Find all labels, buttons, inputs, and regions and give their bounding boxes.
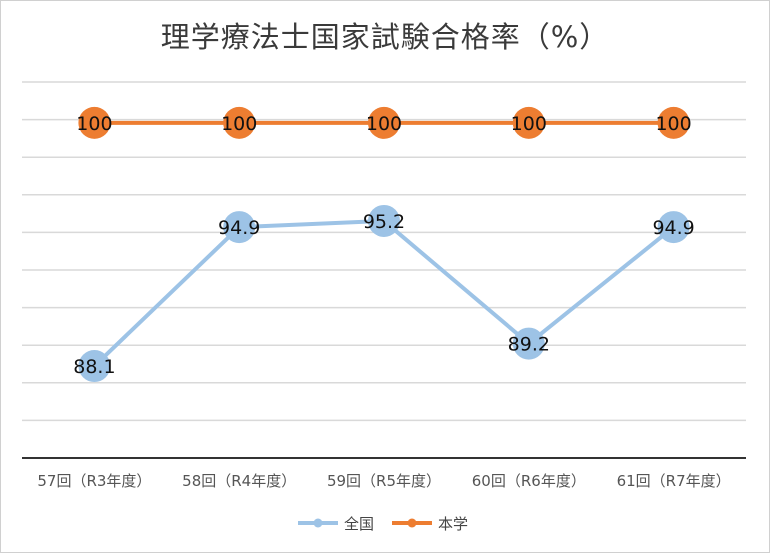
legend-label: 本学 (438, 515, 468, 533)
data-point (368, 106, 400, 139)
series-line (93, 218, 675, 368)
x-tick-label: 61回（R7年度） (617, 472, 731, 490)
data-label: 100 (221, 113, 257, 135)
x-tick-label: 58回（R4年度） (182, 472, 296, 490)
legend-item: 本学 (392, 515, 468, 533)
data-point (512, 106, 545, 139)
data-label: 94.9 (652, 217, 694, 239)
legend-label: 全国 (344, 515, 374, 533)
x-tick-label: 57回（R3年度） (37, 472, 151, 490)
series-national: 88.1 94.9 95.2 89.2 94.9 (73, 204, 695, 383)
data-label: 94.9 (218, 217, 260, 239)
data-point (223, 106, 256, 139)
data-label: 100 (511, 113, 547, 135)
data-point (223, 211, 256, 244)
chart-title: 理学療法士国家試験合格率（%） (160, 20, 610, 54)
x-axis: 57回（R3年度） 58回（R4年度） 59回（R5年度） 60回（R6年度） 61回（… (22, 457, 746, 490)
data-point (368, 204, 400, 237)
legend-swatch-marker (313, 518, 323, 528)
x-tick-label: 59回（R5年度） (327, 472, 441, 490)
data-point (78, 350, 111, 383)
data-label: 88.1 (73, 356, 115, 378)
data-label: 100 (76, 113, 112, 135)
legend: 全国 本学 (298, 515, 468, 533)
legend-swatch-marker (407, 518, 417, 528)
data-label: 100 (655, 113, 691, 135)
data-label: 95.2 (363, 211, 405, 233)
series-school: 100 100 100 100 100 (76, 106, 692, 139)
data-point (78, 106, 111, 139)
series-layer: 88.1 94.9 95.2 89.2 94.9 100 100 100 100 100 (73, 106, 695, 383)
legend-item: 全国 (298, 515, 374, 533)
data-label: 89.2 (508, 334, 550, 356)
data-point (657, 106, 690, 139)
data-label: 100 (366, 113, 402, 135)
data-point (512, 327, 545, 360)
data-point (657, 211, 690, 244)
x-tick-label: 60回（R6年度） (472, 472, 586, 490)
